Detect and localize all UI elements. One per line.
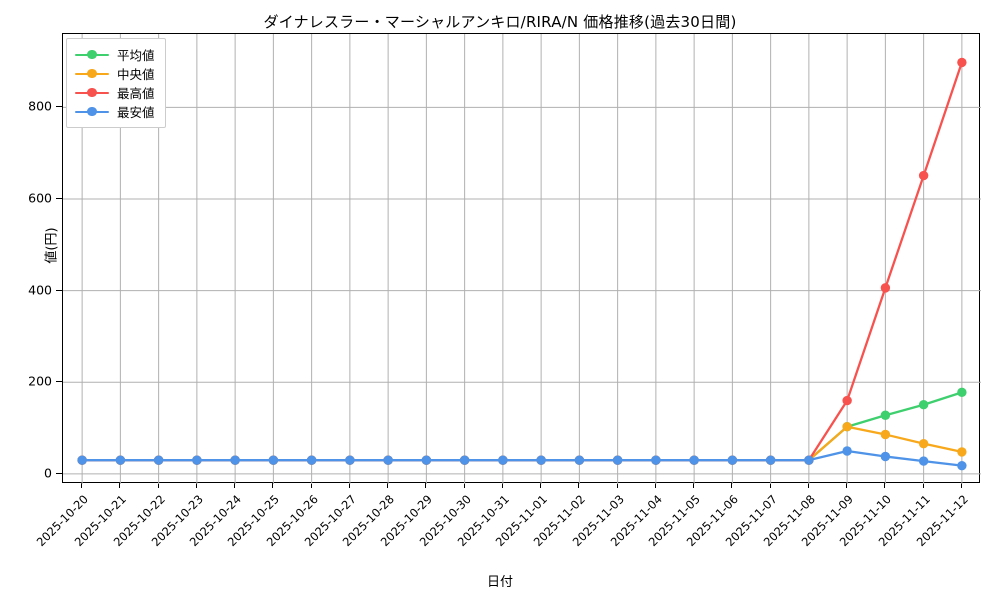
y-tick-label: 600 bbox=[28, 190, 52, 206]
legend-marker-icon bbox=[75, 67, 109, 81]
legend-item[interactable]: 中央値 bbox=[75, 64, 155, 83]
x-tick-mark bbox=[234, 483, 236, 488]
y-tick-label: 800 bbox=[28, 98, 52, 114]
x-tick-mark bbox=[501, 483, 503, 488]
x-tick-mark bbox=[616, 483, 618, 488]
x-tick-mark bbox=[119, 483, 121, 488]
x-tick-mark bbox=[540, 483, 542, 488]
y-tick-label: 0 bbox=[44, 465, 52, 481]
x-tick-mark bbox=[693, 483, 695, 488]
x-tick-mark bbox=[272, 483, 274, 488]
x-tick-mark bbox=[731, 483, 733, 488]
x-tick-mark bbox=[348, 483, 350, 488]
data-series-layer bbox=[77, 57, 967, 471]
x-tick-label: 2025-10-20 bbox=[33, 492, 92, 550]
x-tick-mark bbox=[81, 483, 83, 488]
x-tick-mark bbox=[195, 483, 197, 488]
legend-label: 最高値 bbox=[117, 86, 155, 101]
legend-marker-icon bbox=[75, 48, 109, 62]
x-tick-mark bbox=[960, 483, 962, 488]
y-tick-mark bbox=[56, 381, 62, 383]
legend-marker-icon bbox=[75, 105, 109, 119]
x-tick-mark bbox=[578, 483, 580, 488]
grid-lines bbox=[63, 34, 981, 484]
x-tick-mark bbox=[310, 483, 312, 488]
y-tick-mark bbox=[56, 472, 62, 474]
legend-item[interactable]: 平均値 bbox=[75, 45, 155, 64]
y-tick-mark bbox=[56, 289, 62, 291]
legend-label: 中央値 bbox=[117, 67, 155, 82]
legend-marker-icon bbox=[75, 86, 109, 100]
y-tick-label: 400 bbox=[28, 282, 52, 298]
x-tick-mark bbox=[387, 483, 389, 488]
legend-item[interactable]: 最安値 bbox=[75, 102, 155, 121]
y-tick-mark bbox=[56, 197, 62, 199]
x-tick-mark bbox=[425, 483, 427, 488]
legend-item[interactable]: 最高値 bbox=[75, 83, 155, 102]
y-tick-label: 200 bbox=[28, 373, 52, 389]
legend-label: 平均値 bbox=[117, 48, 155, 63]
y-tick-mark bbox=[56, 106, 62, 108]
legend-label: 最安値 bbox=[117, 105, 155, 120]
x-tick-mark bbox=[769, 483, 771, 488]
x-tick-mark bbox=[846, 483, 848, 488]
x-axis-label: 日付 bbox=[486, 575, 513, 590]
chart-legend: 平均値中央値最高値最安値 bbox=[66, 38, 166, 128]
x-tick-mark bbox=[157, 483, 159, 488]
chart-title: ダイナレスラー・マーシャルアンキロ/RIRA/N 価格推移(過去30日間) bbox=[263, 13, 737, 31]
x-tick-mark bbox=[463, 483, 465, 488]
x-tick-mark bbox=[922, 483, 924, 488]
plot-area bbox=[62, 33, 981, 484]
x-tick-mark bbox=[654, 483, 656, 488]
x-tick-mark bbox=[807, 483, 809, 488]
x-tick-mark bbox=[884, 483, 886, 488]
